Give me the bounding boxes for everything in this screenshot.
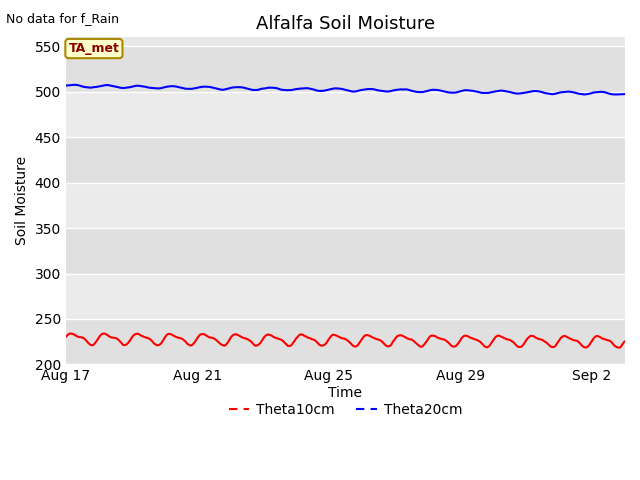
Bar — [66, 228, 625, 274]
Text: No data for f_Rain: No data for f_Rain — [6, 12, 120, 25]
Text: TA_met: TA_met — [68, 42, 119, 55]
X-axis label: Time: Time — [328, 386, 362, 400]
Bar — [66, 274, 625, 319]
Y-axis label: Soil Moisture: Soil Moisture — [15, 156, 29, 245]
Bar — [66, 319, 625, 364]
Bar — [66, 47, 625, 92]
Legend: Theta10cm, Theta20cm: Theta10cm, Theta20cm — [223, 398, 468, 423]
Bar — [66, 92, 625, 137]
Bar — [66, 183, 625, 228]
Title: Alfalfa Soil Moisture: Alfalfa Soil Moisture — [256, 15, 435, 33]
Bar — [66, 137, 625, 183]
